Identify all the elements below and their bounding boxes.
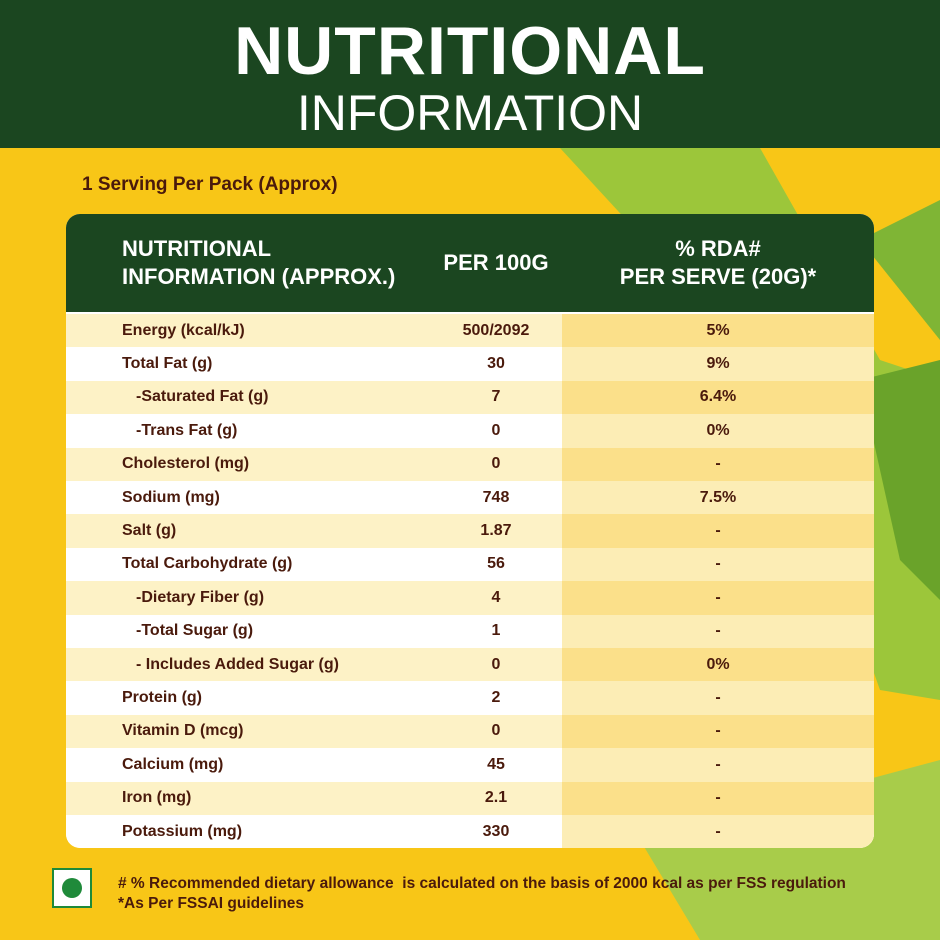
- per-100g-value: 0: [491, 421, 501, 439]
- table-row: Protein (g) 2 -: [66, 681, 874, 715]
- nutrient-name: Energy (kcal/kJ): [122, 321, 245, 339]
- table-row: Cholesterol (mg) 0 -: [66, 447, 874, 481]
- nutrient-name: Iron (mg): [122, 789, 192, 807]
- nutrient-name: Calcium (mg): [122, 755, 224, 773]
- rda-value: -: [715, 522, 721, 540]
- per-100g-value: 7: [491, 388, 501, 406]
- per-100g-value: 1.87: [480, 522, 512, 540]
- nutrient-name: -Dietary Fiber (g): [136, 588, 265, 606]
- per-100g-value: 45: [487, 755, 505, 773]
- nutrient-name: Salt (g): [122, 522, 177, 540]
- per-100g-value: 500/2092: [462, 321, 530, 339]
- nutrient-name: -Saturated Fat (g): [136, 388, 269, 406]
- header: NUTRITIONAL INFORMATION: [0, 0, 940, 148]
- table-row: Total Carbohydrate (g) 56 -: [66, 547, 874, 582]
- rda-value: 9%: [706, 355, 730, 373]
- footnote: # % Recommended dietary allowance is cal…: [118, 875, 846, 892]
- rda-value: 5%: [706, 321, 730, 339]
- title: NUTRITIONAL: [234, 13, 706, 89]
- table-row: Energy (kcal/kJ) 500/2092 5%: [66, 314, 874, 348]
- rda-bg: [562, 447, 874, 481]
- table-row: Sodium (mg) 748 7.5%: [66, 481, 874, 515]
- rda-value: -: [715, 789, 721, 807]
- nutrient-name: Cholesterol (mg): [122, 455, 250, 473]
- table-row: -Total Sugar (g) 1 -: [66, 614, 874, 648]
- table-row: -Trans Fat (g) 0 0%: [66, 414, 874, 448]
- rda-value: -: [715, 722, 721, 740]
- nutrition-table: NUTRITIONAL INFORMATION (APPROX.) PER 100…: [66, 214, 874, 848]
- nutrient-name: -Trans Fat (g): [136, 421, 238, 439]
- table-row: Potassium (mg) 330 -: [66, 815, 874, 848]
- nutrient-name: Total Carbohydrate (g): [122, 555, 293, 573]
- veg-dot: [62, 878, 82, 898]
- rda-bg: [562, 614, 874, 648]
- nutrient-name: Potassium (mg): [122, 822, 243, 840]
- table-row: Calcium (mg) 45 -: [66, 748, 874, 782]
- table-row: - Includes Added Sugar (g) 0 0%: [66, 648, 874, 682]
- column-header: PER 100G: [428, 214, 564, 312]
- rda-bg: [562, 815, 874, 848]
- rda-value: -: [715, 755, 721, 773]
- per-100g-value: 0: [491, 655, 501, 673]
- rda-bg: [562, 581, 874, 615]
- rda-bg: [562, 314, 874, 348]
- nutrient-name: Vitamin D (mcg): [122, 722, 244, 740]
- rda-bg: [562, 781, 874, 815]
- rda-value: -: [715, 689, 721, 707]
- table-row: Iron (mg) 2.1 -: [66, 781, 874, 815]
- per-100g-value: 330: [482, 822, 510, 840]
- nutrient-name: - Includes Added Sugar (g): [136, 655, 339, 673]
- table-row: -Dietary Fiber (g) 4 -: [66, 581, 874, 615]
- rda-value: 0%: [706, 421, 730, 439]
- rda-value: -: [715, 555, 721, 573]
- rda-value: -: [715, 822, 721, 840]
- table-row: -Saturated Fat (g) 7 6.4%: [66, 380, 874, 415]
- rda-bg: [562, 514, 874, 548]
- serving-info: 1 Serving Per Pack (Approx): [82, 174, 338, 195]
- per-100g-value: 56: [487, 555, 505, 573]
- nutrient-name: Protein (g): [122, 689, 202, 707]
- nutrient-name: Sodium (mg): [122, 488, 220, 506]
- footnotes: # % Recommended dietary allowance is cal…: [118, 874, 846, 914]
- per-100g-value: 30: [487, 355, 505, 373]
- rda-bg: [562, 648, 874, 682]
- per-100g-value: 2.1: [484, 789, 508, 807]
- table-row: Salt (g) 1.87 -: [66, 514, 874, 548]
- per-100g-value: 4: [491, 588, 501, 606]
- rda-bg: [562, 481, 874, 515]
- per-100g-value: 0: [491, 455, 501, 473]
- rda-bg: [562, 347, 874, 381]
- column-header: NUTRITIONAL INFORMATION (APPROX.): [66, 214, 456, 312]
- per-100g-value: 748: [482, 488, 510, 506]
- per-100g-value: 1: [491, 622, 501, 640]
- rda-value: -: [715, 455, 721, 473]
- per-100g-value: 0: [491, 722, 501, 740]
- nutrient-name: Total Fat (g): [122, 355, 213, 373]
- rda-value: -: [715, 622, 721, 640]
- per-100g-value: 2: [491, 689, 501, 707]
- rda-bg: [562, 380, 874, 415]
- table-row: Vitamin D (mcg) 0 -: [66, 714, 874, 749]
- rda-value: 0%: [706, 655, 730, 673]
- rda-bg: [562, 714, 874, 749]
- footnote: *As Per FSSAI guidelines: [118, 895, 305, 912]
- rda-value: 6.4%: [699, 388, 737, 406]
- table-row: Total Fat (g) 30 9%: [66, 347, 874, 381]
- subtitle: INFORMATION: [296, 85, 644, 141]
- nutrient-name: -Total Sugar (g): [136, 622, 254, 640]
- rda-bg: [562, 748, 874, 782]
- rda-value: -: [715, 588, 721, 606]
- rda-bg: [562, 547, 874, 582]
- veg-symbol: [52, 868, 92, 908]
- rda-bg: [562, 414, 874, 448]
- rda-bg: [562, 681, 874, 715]
- column-header: % RDA# PER SERVE (20G)*: [562, 214, 874, 312]
- rda-value: 7.5%: [699, 488, 737, 506]
